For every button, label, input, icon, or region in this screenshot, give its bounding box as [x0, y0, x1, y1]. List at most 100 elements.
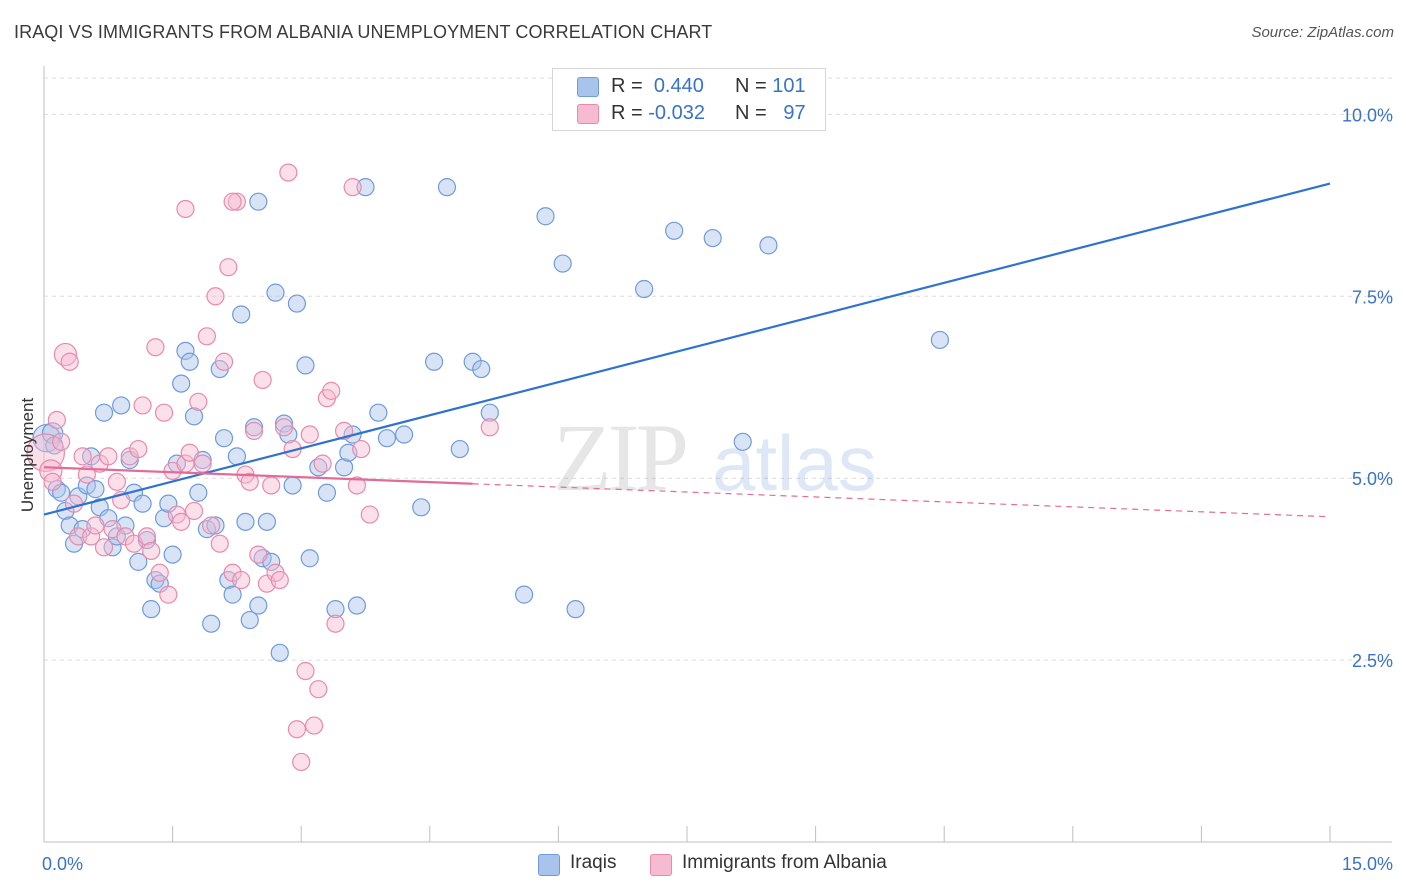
point-iraqis	[347, 596, 367, 615]
watermark: ZIP atlas	[553, 404, 877, 511]
legend-n-value: 101	[772, 75, 806, 97]
point-iraqis	[214, 429, 234, 448]
legend-r-value: 0.440	[653, 75, 704, 97]
correlation-legend: R = 0.440 N = 101 R = -0.032 N = 97	[552, 68, 826, 131]
point-albania	[214, 352, 234, 371]
point-iraqis	[270, 643, 289, 662]
point-albania	[232, 570, 251, 590]
watermark-zip: ZIP	[553, 404, 686, 511]
point-albania	[189, 392, 208, 411]
point-albania	[172, 512, 191, 531]
point-iraqis	[133, 494, 152, 513]
tick-labels: 2.5% 5.0% 7.5% 10.0% 0.0% 15.0%	[42, 105, 1393, 874]
point-albania	[292, 752, 311, 772]
point-albania	[69, 527, 88, 546]
point-iraqis	[424, 352, 444, 371]
point-iraqis	[665, 221, 684, 240]
point-albania	[197, 327, 216, 346]
point-albania	[279, 163, 298, 182]
point-iraqis	[412, 498, 431, 517]
point-iraqis	[334, 458, 354, 477]
point-albania	[309, 680, 328, 699]
legend-n-label: N =	[735, 75, 767, 97]
point-iraqis	[472, 359, 491, 379]
point-iraqis	[94, 403, 114, 422]
point-albania	[142, 541, 161, 561]
point-albania	[73, 447, 92, 466]
point-iraqis	[377, 429, 397, 448]
point-iraqis	[163, 545, 182, 564]
point-albania	[326, 614, 345, 633]
point-iraqis	[356, 178, 375, 197]
legend-r-label: R =	[611, 102, 643, 124]
point-iraqis	[112, 396, 131, 415]
point-iraqis	[184, 407, 204, 426]
point-albania	[300, 425, 319, 444]
point-albania	[184, 501, 204, 521]
legend-r-value: -0.032	[648, 102, 705, 124]
legend-label-iraqis: Iraqis	[570, 852, 617, 873]
point-albania	[107, 472, 126, 491]
y-axis-label: Unemployment	[18, 398, 37, 513]
point-iraqis	[223, 585, 242, 604]
point-iraqis	[189, 483, 208, 502]
point-albania	[313, 454, 332, 473]
point-albania	[86, 516, 105, 535]
point-iraqis	[450, 439, 469, 459]
point-iraqis	[283, 476, 302, 495]
point-albania	[262, 476, 281, 495]
point-iraqis	[635, 279, 654, 299]
point-albania	[360, 505, 379, 524]
point-albania	[249, 545, 268, 564]
point-albania	[43, 472, 62, 491]
point-iraqis	[703, 228, 722, 248]
point-iraqis	[566, 600, 585, 619]
point-albania	[347, 476, 367, 495]
point-iraqis	[326, 600, 345, 619]
point-albania	[159, 585, 178, 604]
point-iraqis	[172, 374, 191, 393]
point-albania	[26, 433, 66, 473]
point-albania	[352, 439, 371, 459]
legend-r-label: R =	[611, 75, 643, 97]
point-albania	[270, 570, 289, 590]
point-albania	[253, 370, 272, 390]
point-iraqis	[536, 207, 555, 226]
point-albania	[244, 421, 264, 440]
point-albania	[137, 527, 156, 546]
point-iraqis	[266, 283, 285, 302]
point-albania	[94, 538, 114, 557]
legend-n-label: N =	[735, 102, 767, 124]
point-albania	[154, 403, 174, 422]
legend-n-value: 97	[783, 102, 806, 124]
point-iraqis	[142, 600, 161, 619]
point-albania	[64, 494, 84, 513]
point-albania	[129, 439, 148, 459]
point-iraqis	[287, 294, 307, 313]
point-iraqis	[176, 341, 195, 360]
points-layer	[26, 163, 950, 772]
point-albania	[77, 465, 96, 484]
point-albania	[480, 418, 499, 437]
axes	[43, 66, 1392, 843]
point-iraqis	[480, 403, 499, 422]
legend-swatch-iraqis	[538, 854, 560, 876]
y-tick-label: 10.0%	[1342, 105, 1393, 125]
point-albania	[193, 454, 212, 473]
point-iraqis	[296, 356, 315, 375]
trend-line-iraqis	[43, 182, 1331, 516]
point-albania	[322, 381, 341, 400]
point-iraqis	[257, 512, 277, 531]
point-albania	[202, 516, 221, 535]
point-albania	[274, 418, 294, 437]
point-iraqis	[733, 432, 752, 451]
source-label: Source: ZipAtlas.com	[1251, 24, 1394, 41]
point-iraqis	[236, 512, 255, 531]
point-iraqis	[930, 330, 950, 350]
point-albania	[343, 178, 362, 197]
point-iraqis	[553, 254, 572, 273]
point-iraqis	[394, 425, 414, 444]
point-albania	[210, 534, 229, 553]
x-tick-label: 0.0%	[42, 854, 83, 874]
